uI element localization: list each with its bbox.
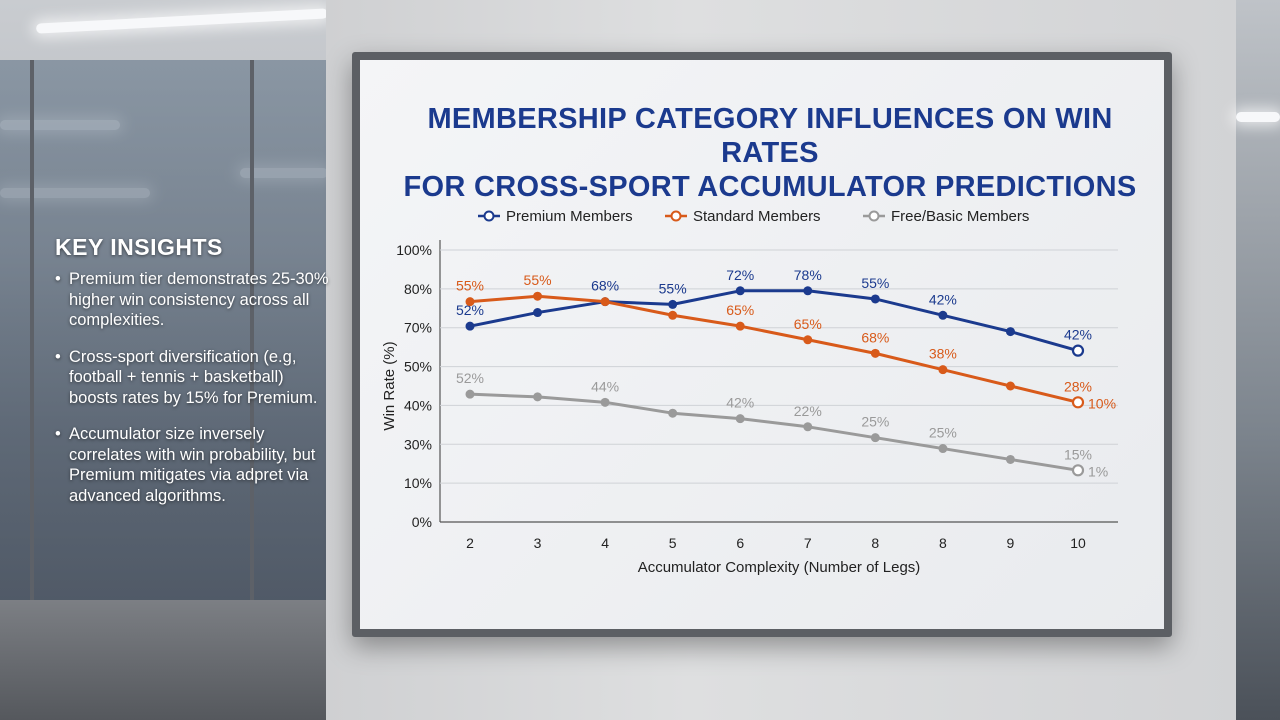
y-tick-label: 100% xyxy=(396,242,432,258)
data-point xyxy=(668,408,678,418)
x-tick-label: 10 xyxy=(1070,535,1086,551)
data-label: 22% xyxy=(794,403,822,419)
data-label: 55% xyxy=(524,272,552,288)
legend-label: Premium Members xyxy=(506,208,633,225)
insight-item: Cross-sport diversification (e.g, footba… xyxy=(55,347,330,409)
y-tick-label: 50% xyxy=(404,359,432,375)
chart-title-line-2: for Cross-Sport Accumulator Predictions xyxy=(403,171,1137,203)
data-point xyxy=(735,286,745,296)
data-label: 15% xyxy=(1064,446,1092,462)
y-tick-label: 40% xyxy=(404,397,432,413)
data-label: 1% xyxy=(1088,463,1108,479)
data-point xyxy=(1005,327,1015,337)
right-room xyxy=(1236,0,1280,720)
x-tick-label: 8 xyxy=(939,535,947,551)
series-line xyxy=(469,294,1079,404)
x-tick-label: 2 xyxy=(466,535,474,551)
data-point xyxy=(668,310,678,320)
key-insights-heading: KEY INSIGHTS xyxy=(55,234,223,260)
data-point xyxy=(600,397,610,407)
data-point xyxy=(938,444,948,454)
data-point xyxy=(803,335,813,345)
data-label: 42% xyxy=(726,395,754,411)
data-point xyxy=(938,310,948,320)
x-tick-label: 5 xyxy=(669,535,677,551)
x-tick-label: 3 xyxy=(534,535,542,551)
chart-title-line-1: Membership Category Influences on Win Ra… xyxy=(427,103,1113,169)
data-point xyxy=(735,321,745,331)
data-label: 10% xyxy=(1088,395,1116,411)
data-point xyxy=(1071,396,1085,409)
y-tick-label: 80% xyxy=(404,281,432,297)
data-point xyxy=(1005,454,1015,464)
data-point xyxy=(1071,344,1085,357)
data-label: 42% xyxy=(1064,327,1092,343)
data-label: 52% xyxy=(456,370,484,386)
data-label: 55% xyxy=(456,278,484,294)
data-point xyxy=(735,414,745,424)
data-point xyxy=(803,422,813,432)
data-label: 28% xyxy=(1064,378,1092,394)
data-label: 55% xyxy=(861,275,889,291)
data-label: 25% xyxy=(929,425,957,441)
data-point xyxy=(668,299,678,309)
glass-frame xyxy=(30,60,34,700)
data-point xyxy=(533,291,543,301)
insights-list: Premium tier demonstrates 25-30% higher … xyxy=(55,269,330,506)
y-tick-label: 30% xyxy=(404,436,432,452)
data-point xyxy=(870,348,880,358)
chart-title: Membership Category Influences on Win Ra… xyxy=(390,102,1150,204)
key-insights-panel: KEY INSIGHTS Premium tier demonstrates 2… xyxy=(55,234,330,522)
legend-marker xyxy=(868,210,880,222)
data-point xyxy=(533,392,543,402)
y-axis-label: Win Rate (%) xyxy=(381,341,398,430)
ceiling-light xyxy=(1236,112,1280,122)
y-tick-label: 0% xyxy=(412,514,432,530)
data-label: 38% xyxy=(929,346,957,362)
legend-marker xyxy=(670,210,682,222)
data-point xyxy=(533,308,543,318)
x-axis-label: Accumulator Complexity (Number of Legs) xyxy=(638,559,921,576)
data-point xyxy=(1005,381,1015,391)
series-line xyxy=(469,392,1079,472)
data-point xyxy=(803,286,813,296)
x-tick-label: 6 xyxy=(736,535,744,551)
data-label: 65% xyxy=(794,316,822,332)
x-tick-label: 7 xyxy=(804,535,812,551)
y-tick-label: 10% xyxy=(404,475,432,491)
insight-item: Premium tier demonstrates 25-30% higher … xyxy=(55,269,330,331)
data-label: 44% xyxy=(591,378,619,394)
data-point xyxy=(600,297,610,307)
data-label: 55% xyxy=(659,280,687,296)
display-screen: Membership Category Influences on Win Ra… xyxy=(360,60,1164,629)
x-tick-label: 8 xyxy=(871,535,879,551)
y-tick-label: 70% xyxy=(404,320,432,336)
data-label: 78% xyxy=(794,267,822,283)
data-point xyxy=(465,389,475,399)
data-label: 52% xyxy=(456,302,484,318)
legend-label: Free/Basic Members xyxy=(891,208,1029,225)
data-point xyxy=(465,321,475,331)
insight-item: Accumulator size inversely correlates wi… xyxy=(55,424,330,506)
data-label: 68% xyxy=(591,278,619,294)
data-point xyxy=(1071,464,1085,477)
data-label: 72% xyxy=(726,267,754,283)
data-label: 65% xyxy=(726,302,754,318)
x-tick-label: 9 xyxy=(1007,535,1015,551)
legend-marker xyxy=(483,210,495,222)
data-label: 25% xyxy=(861,414,889,430)
series-line xyxy=(469,289,1079,353)
data-label: 68% xyxy=(861,329,889,345)
x-tick-label: 4 xyxy=(601,535,609,551)
line-chart: 0% 10% 30% 40% 50% 70% 80% 100% 2 3 4 5 6 7 8 8 9 10 Accum… xyxy=(381,208,1118,576)
data-point xyxy=(870,433,880,443)
data-point xyxy=(870,294,880,304)
data-point xyxy=(938,365,948,375)
data-label: 42% xyxy=(929,291,957,307)
data-point xyxy=(465,297,475,307)
legend-label: Standard Members xyxy=(693,208,821,225)
